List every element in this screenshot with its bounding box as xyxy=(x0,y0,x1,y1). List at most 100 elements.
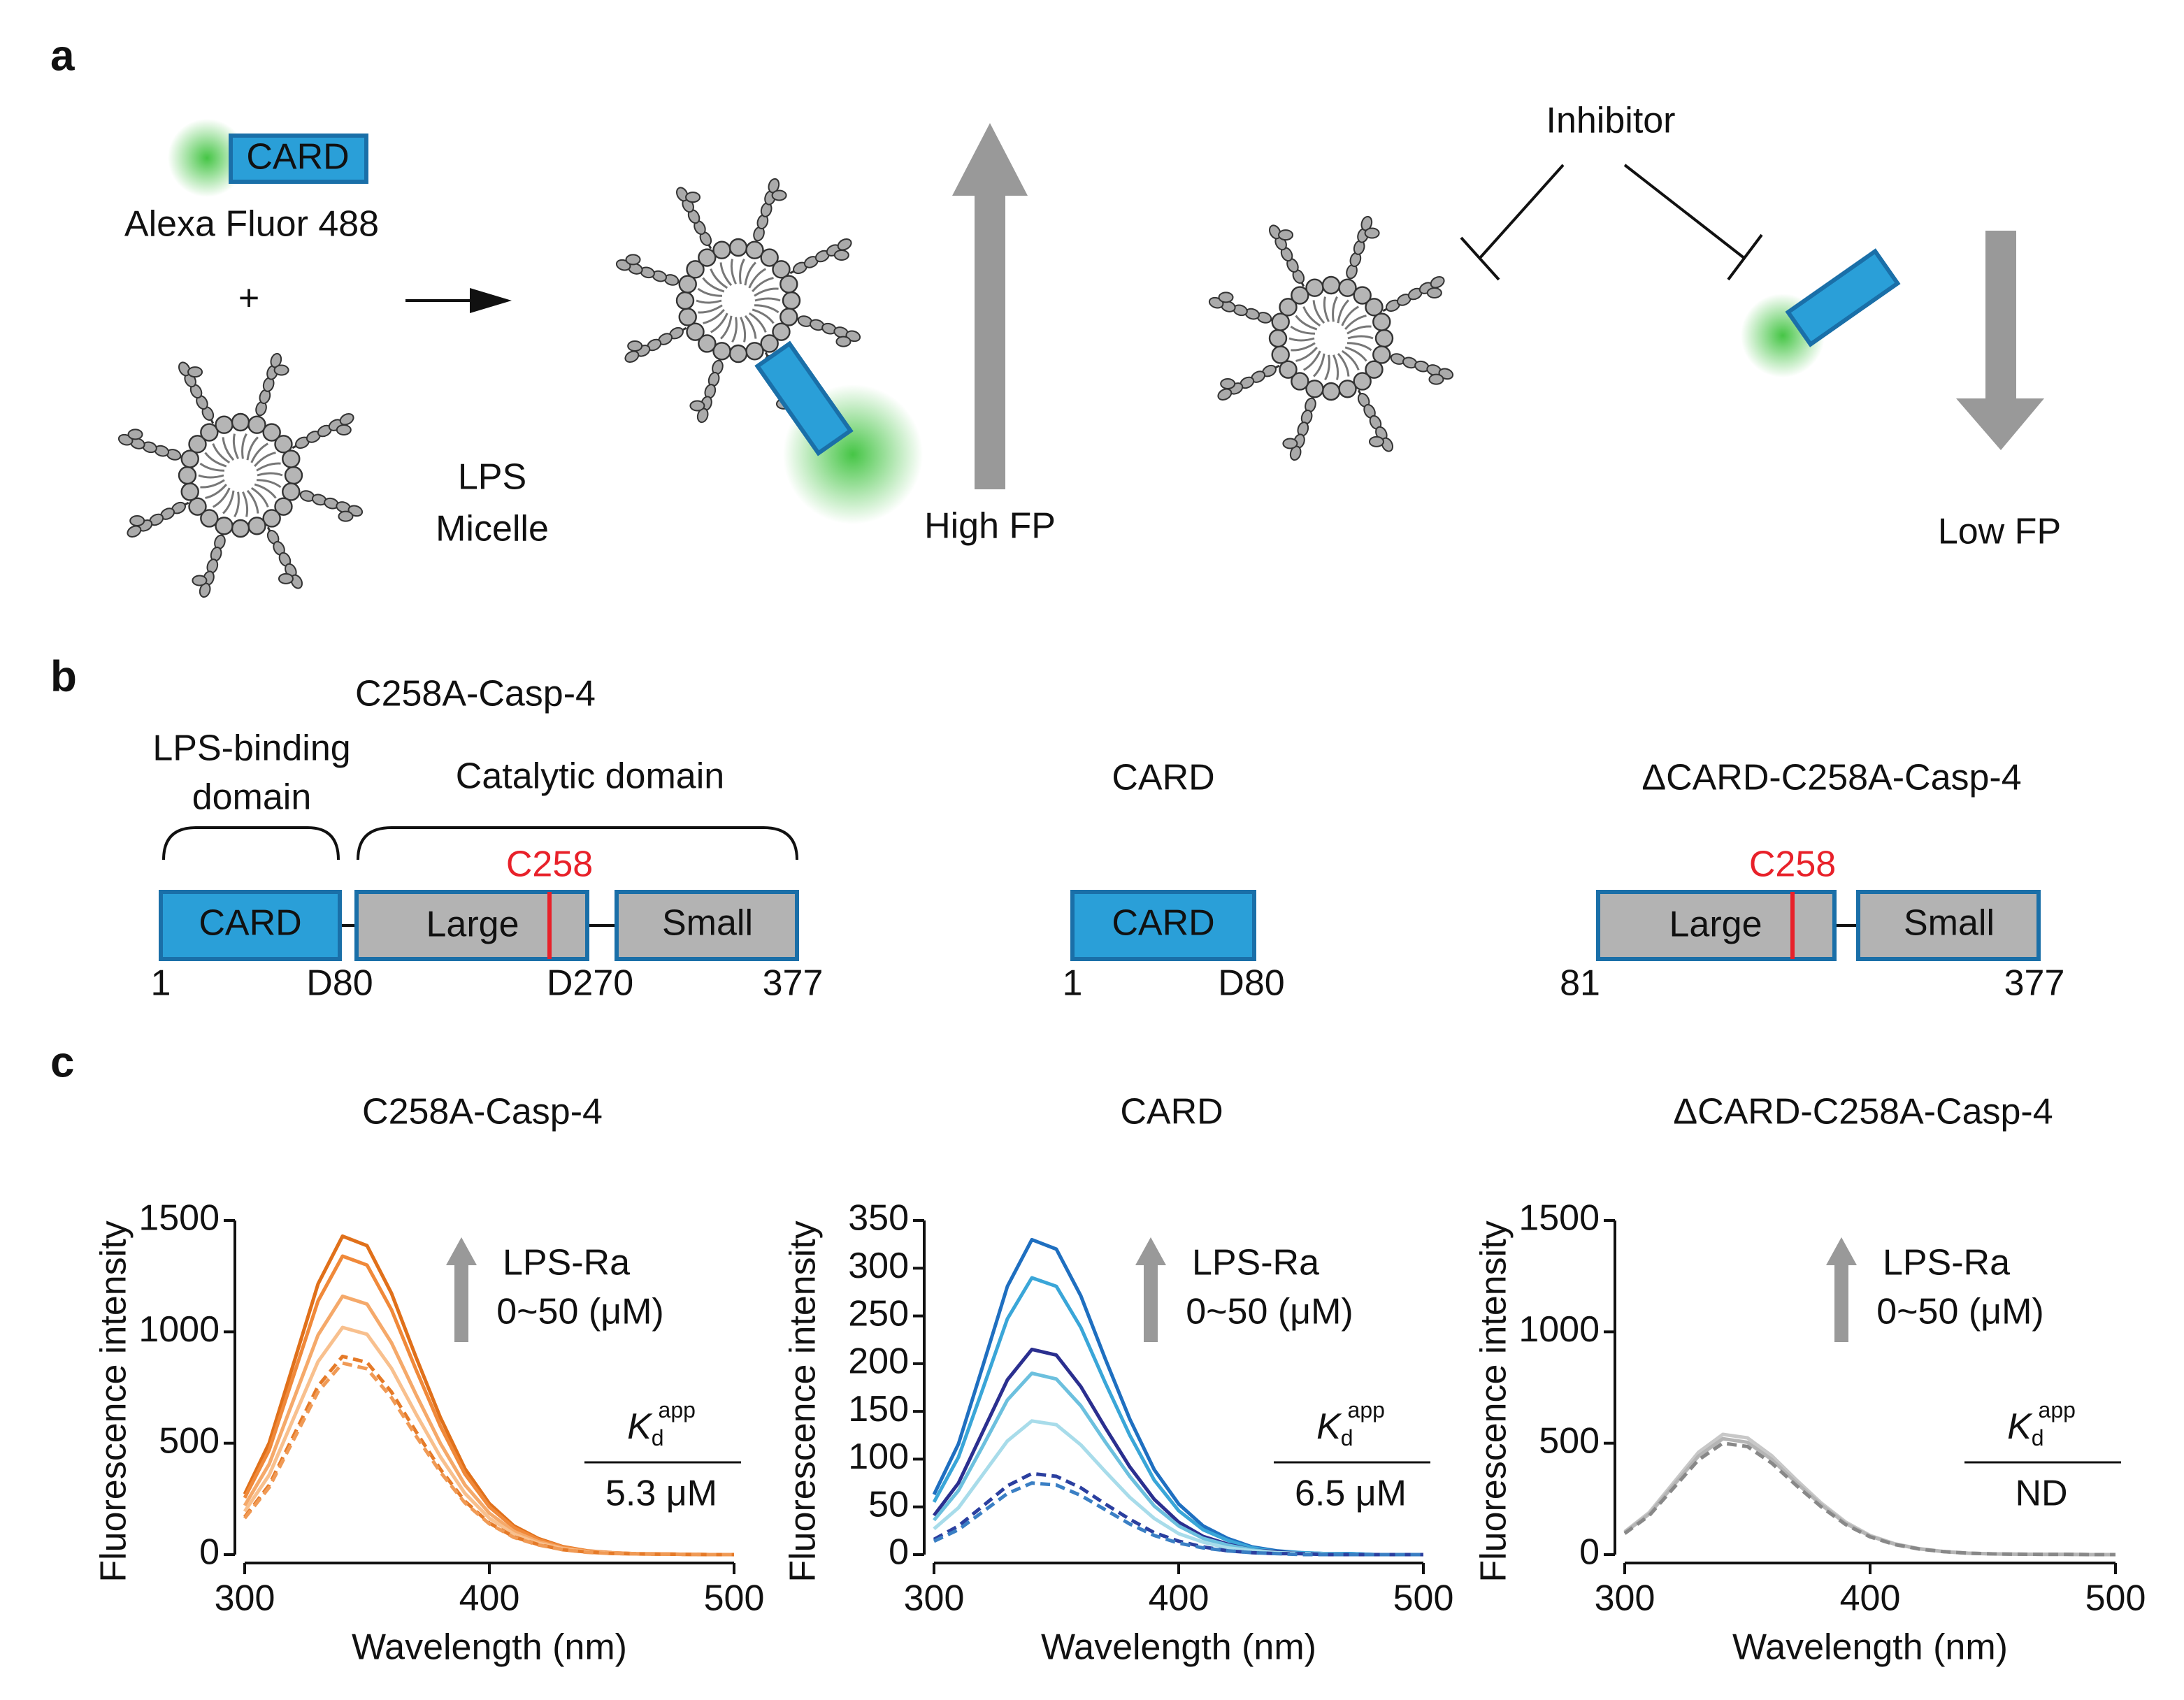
head-group xyxy=(1291,372,1309,391)
sugar xyxy=(675,187,689,202)
lipid-tail xyxy=(1344,315,1367,331)
x-tick-label: 400 xyxy=(1840,1578,1901,1619)
kd-value: 5.3 μM xyxy=(605,1474,717,1514)
head-group xyxy=(178,466,197,485)
head-group xyxy=(1271,312,1290,331)
head-group xyxy=(675,291,695,310)
head-group xyxy=(215,415,234,434)
head-group xyxy=(712,240,731,259)
sugar xyxy=(696,408,709,424)
y-tick-label: 250 xyxy=(848,1293,909,1334)
lipid-tail xyxy=(234,491,240,518)
position-label: 1 xyxy=(1063,963,1083,1004)
y-tick-label: 300 xyxy=(848,1246,909,1286)
lipid-tail xyxy=(1347,335,1374,340)
sugar xyxy=(339,412,354,426)
x-tick-label: 400 xyxy=(459,1578,520,1619)
domain-box xyxy=(1070,890,1256,961)
lipid-tail xyxy=(204,452,227,468)
chart-title: C258A-Casp-4 xyxy=(362,1092,603,1132)
sugar xyxy=(199,582,211,598)
panel-label: a xyxy=(50,31,75,80)
domain-box xyxy=(615,890,799,961)
micelle xyxy=(615,178,861,424)
micelle-label: Micelle xyxy=(436,509,549,549)
lipid-tail xyxy=(702,277,725,293)
head-group xyxy=(780,308,798,326)
lipid-tail xyxy=(697,287,722,297)
spectrum-line xyxy=(243,1361,734,1557)
sugar xyxy=(1289,445,1302,461)
lipid-tail xyxy=(719,315,733,340)
head-group xyxy=(180,482,199,501)
sugar xyxy=(338,510,354,522)
head-group xyxy=(1374,329,1394,348)
x-tick-label: 300 xyxy=(215,1578,275,1619)
head-group xyxy=(678,308,697,326)
brace xyxy=(357,826,798,860)
lipid-tail xyxy=(744,315,757,339)
head-group xyxy=(745,342,764,361)
lipid-tail xyxy=(246,489,259,514)
x-axis-label: Wavelength (nm) xyxy=(1732,1627,2008,1668)
sugar xyxy=(1426,287,1442,299)
card-box xyxy=(754,340,854,456)
lipid-tail xyxy=(1346,325,1372,335)
head-group xyxy=(1353,372,1372,391)
sugar xyxy=(278,572,294,584)
lipid-tail xyxy=(254,483,277,499)
annotation: 0~50 (μM) xyxy=(496,1292,663,1332)
head-group xyxy=(274,435,293,454)
head-group xyxy=(1279,298,1298,317)
glow xyxy=(168,119,246,197)
lipid-tail xyxy=(1302,306,1321,327)
lipid-tail xyxy=(232,433,239,459)
lipid-tail xyxy=(1337,352,1350,377)
sugar xyxy=(127,428,143,440)
sugar xyxy=(837,238,852,251)
y-tick-label: 0 xyxy=(199,1532,220,1573)
head-group xyxy=(247,415,266,434)
sugar xyxy=(624,350,640,363)
sugar xyxy=(1278,229,1294,241)
construct-title: CARD xyxy=(1112,758,1214,798)
y-tick-label: 0 xyxy=(1579,1532,1600,1573)
kd-symbol: K xyxy=(627,1406,653,1447)
sugar xyxy=(1282,438,1298,449)
site-label: C258 xyxy=(1749,844,1836,885)
lipid-tail xyxy=(1312,353,1326,377)
head-group xyxy=(262,423,281,442)
card-box xyxy=(1785,248,1901,347)
card-label: CARD xyxy=(246,137,349,178)
head-group xyxy=(1321,382,1341,401)
lipid-tail xyxy=(1347,342,1372,352)
sugar xyxy=(833,250,849,261)
sugar xyxy=(1368,435,1384,447)
lipid-tail xyxy=(703,308,725,324)
y-tick-label: 350 xyxy=(848,1198,909,1239)
position-label: D270 xyxy=(547,963,633,1004)
kd-sub: d xyxy=(2032,1425,2044,1450)
head-group xyxy=(200,509,219,528)
inhibit-line xyxy=(1478,164,1565,260)
head-group xyxy=(282,449,301,468)
high-fp: High FP xyxy=(924,506,1056,547)
head-group xyxy=(188,435,207,454)
kd-sub: d xyxy=(1341,1425,1353,1450)
box-label: CARD xyxy=(1112,903,1214,944)
y-axis-label: Fluorescence intensity xyxy=(783,1220,824,1582)
head-group xyxy=(686,260,705,279)
lipid-tail xyxy=(740,317,747,343)
head-group xyxy=(1279,360,1298,379)
head-group xyxy=(745,240,764,259)
head-group xyxy=(780,275,798,294)
sugar xyxy=(1268,224,1281,240)
kd-symbol: K xyxy=(2007,1406,2033,1447)
plus: + xyxy=(238,278,259,319)
y-tick-label: 1500 xyxy=(138,1198,220,1239)
y-tick-label: 500 xyxy=(159,1420,220,1461)
lipid-tail xyxy=(200,479,225,489)
micelle-label: LPS xyxy=(458,457,526,498)
